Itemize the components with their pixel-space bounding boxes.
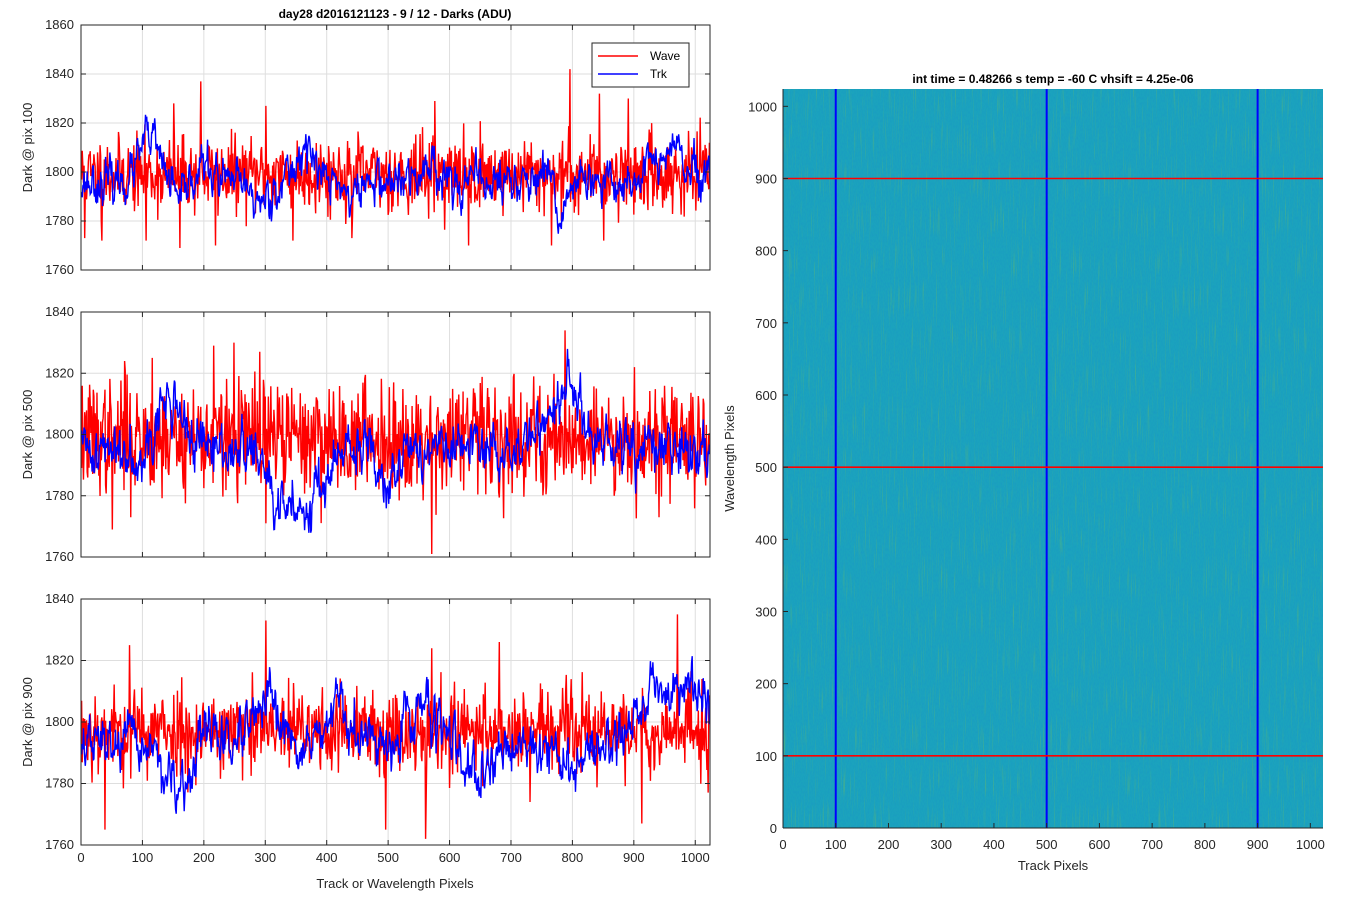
heatmap-plot: int time = 0.48266 s temp = -60 C vhsift… <box>722 72 1325 873</box>
x-tick-label: 500 <box>377 850 399 865</box>
heatmap-y-tick-label: 300 <box>755 604 777 619</box>
heatmap-y-tick-label: 100 <box>755 749 777 764</box>
heatmap-y-tick-label: 400 <box>755 532 777 547</box>
series-line-trk <box>81 656 710 814</box>
y-tick-label: 1800 <box>45 427 74 442</box>
series-line-trk <box>81 348 710 533</box>
y-tick-label: 1780 <box>45 776 74 791</box>
x-tick-label: 800 <box>562 850 584 865</box>
series-line-trk <box>81 114 710 234</box>
y-tick-label: 1820 <box>45 115 74 130</box>
legend: Wave Trk <box>591 42 690 88</box>
x-axis-label: Track or Wavelength Pixels <box>316 876 474 891</box>
heatmap-y-tick-label: 0 <box>770 821 777 836</box>
y-tick-label: 1860 <box>45 17 74 32</box>
y-tick-label: 1760 <box>45 837 74 852</box>
heatmap-x-tick-label: 100 <box>825 837 847 852</box>
heatmap-y-tick-label: 900 <box>755 171 777 186</box>
legend-label-trk: Trk <box>650 67 668 81</box>
y-tick-label: 1780 <box>45 488 74 503</box>
heatmap-x-tick-label: 300 <box>930 837 952 852</box>
y-tick-label: 1760 <box>45 549 74 564</box>
y-axis-label: Dark @ pix 100 <box>20 103 35 193</box>
heatmap-x-tick-label: 0 <box>779 837 786 852</box>
heatmap-x-tick-label: 400 <box>983 837 1005 852</box>
x-tick-label: 600 <box>439 850 461 865</box>
heatmap-y-tick-label: 600 <box>755 388 777 403</box>
x-tick-label: 100 <box>132 850 154 865</box>
figure-title: day28 d2016121123 - 9 / 12 - Darks (ADU) <box>279 7 512 21</box>
heatmap-x-tick-label: 700 <box>1141 837 1163 852</box>
heatmap-x-tick-label: 600 <box>1089 837 1111 852</box>
heatmap-x-tick-label: 800 <box>1194 837 1216 852</box>
y-tick-label: 1840 <box>45 304 74 319</box>
heatmap-title: int time = 0.48266 s temp = -60 C vhsift… <box>912 72 1193 86</box>
line-plot-pix-100: 1760 1780 1800 1820 1840 1860 Dark @ pix 100 Wa… <box>20 17 711 277</box>
heatmap-streaks <box>783 89 1323 828</box>
y-tick-label: 1840 <box>45 66 74 81</box>
heatmap-x-tick-label: 1000 <box>1296 837 1325 852</box>
heatmap-x-tick-label: 900 <box>1247 837 1269 852</box>
x-tick-label: 400 <box>316 850 338 865</box>
heatmap-x-label: Track Pixels <box>1018 858 1089 873</box>
heatmap-y-tick-label: 700 <box>755 316 777 331</box>
x-tick-label: 700 <box>500 850 522 865</box>
x-tick-label: 0 <box>77 850 84 865</box>
heatmap-y-tick-label: 500 <box>755 460 777 475</box>
y-tick-label: 1820 <box>45 653 74 668</box>
y-tick-label: 1800 <box>45 164 74 179</box>
x-tick-label: 900 <box>623 850 645 865</box>
line-plot-pix-900: 0 100 200 300 400 500 600 700 800 900 1000 1760 1780… <box>20 591 711 865</box>
heatmap-y-label: Wavelength Pixels <box>722 405 737 512</box>
heatmap-y-tick-label: 200 <box>755 677 777 692</box>
x-tick-label: 1000 <box>681 850 710 865</box>
heatmap-x-tick-label: 500 <box>1036 837 1058 852</box>
heatmap-x-tick-label: 200 <box>878 837 900 852</box>
plot-frame <box>80 24 711 271</box>
x-tick-label: 200 <box>193 850 215 865</box>
y-tick-label: 1820 <box>45 365 74 380</box>
legend-label-wave: Wave <box>650 49 681 63</box>
y-tick-label: 1800 <box>45 714 74 729</box>
line-plot-pix-500: 1760 1780 1800 1820 1840 Dark @ pix 500 <box>20 304 711 564</box>
legend-box <box>591 42 690 88</box>
y-axis-label: Dark @ pix 900 <box>20 677 35 767</box>
y-tick-label: 1780 <box>45 213 74 228</box>
heatmap-y-tick-label: 1000 <box>748 99 777 114</box>
series-line-wave <box>81 614 710 839</box>
y-tick-label: 1760 <box>45 262 74 277</box>
y-tick-label: 1840 <box>45 591 74 606</box>
heatmap-y-tick-label: 800 <box>755 244 777 259</box>
y-axis-label: Dark @ pix 500 <box>20 390 35 480</box>
x-tick-label: 300 <box>254 850 276 865</box>
